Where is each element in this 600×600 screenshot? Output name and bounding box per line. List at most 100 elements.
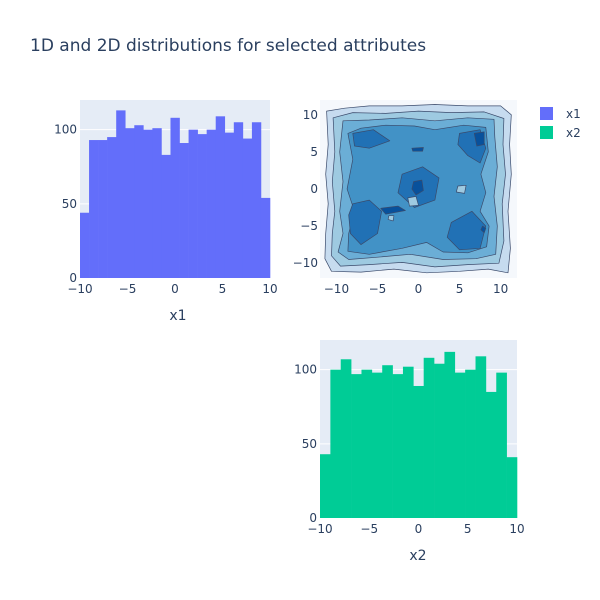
density-contour-x-ticks: −10 −5 0 5 10 (324, 282, 508, 296)
density-contour-region (446, 210, 487, 251)
histogram-x1-bar (170, 117, 180, 278)
histogram-x2-bar (330, 369, 342, 518)
density-contour-region (411, 147, 424, 152)
histogram-x2-bar (340, 359, 352, 518)
histogram-x2-bars (320, 351, 518, 518)
histogram-x2-bar (454, 372, 466, 518)
histogram-x2-bar (382, 365, 393, 518)
histogram-x1-bar (233, 122, 244, 278)
histogram-x1-bar (152, 128, 162, 278)
density-contour-x-tick-label: 10 (493, 282, 508, 296)
histogram-x2-bar (361, 369, 373, 518)
histogram-x2-bar (475, 356, 487, 518)
histogram-x1-x-tick-label: 10 (262, 282, 277, 296)
histogram-x1-panel: −10 −5 0 5 10 0 50 100 x1 (54, 100, 278, 324)
density-contour-y-ticks: −10 −5 0 5 10 (293, 108, 318, 270)
legend-label-x1: x1 (566, 107, 581, 121)
histogram-x1-x-tick-label: −10 (67, 282, 92, 296)
histogram-x2-x-tick-label: −10 (307, 522, 332, 536)
histogram-x1-bar (134, 125, 144, 278)
histogram-x1-x-tick-label: −5 (119, 282, 137, 296)
histogram-x2-x-tick-label: −5 (360, 522, 378, 536)
histogram-x1-bar (206, 129, 217, 278)
histogram-x1-bar (116, 110, 126, 278)
histogram-x2-bar (444, 351, 456, 518)
density-contour-region (352, 129, 391, 149)
density-contour-y-tick-label: −10 (293, 256, 318, 270)
density-contour-region (380, 205, 406, 215)
histogram-x1-bar (251, 122, 262, 278)
density-contour-levels (324, 104, 512, 274)
histogram-x1-bar (80, 212, 90, 278)
histogram-x1-bars (80, 110, 271, 278)
histogram-x1-y-tick-label: 50 (62, 197, 77, 211)
histogram-x1-bar (179, 143, 189, 278)
density-contour-x-tick-label: 0 (415, 282, 423, 296)
histogram-x2-bar (465, 369, 476, 518)
histogram-x1-y-ticks: 0 50 100 (54, 123, 77, 285)
density-contour-region (407, 196, 419, 207)
histogram-x2-panel: −10 −5 0 5 10 0 50 100 x2 (294, 340, 525, 564)
histogram-x1-x-tick-label: 5 (219, 282, 227, 296)
histogram-x1-bar (98, 140, 108, 278)
density-contour-region (387, 215, 395, 222)
density-contour-region (348, 199, 382, 245)
density-contour-panel: −10 −5 0 5 10 −10 −5 0 5 10 (293, 100, 517, 296)
legend-swatch-x1 (540, 107, 553, 120)
histogram-x2-bar (392, 374, 404, 518)
histogram-x2-bar (413, 385, 424, 518)
legend-swatch-x2 (540, 126, 553, 139)
histogram-x1-bar (224, 132, 235, 278)
histogram-x1-bar (107, 137, 117, 278)
histogram-x2-bar (434, 363, 445, 518)
histogram-x1-bar (242, 138, 253, 278)
histogram-x2-bar (485, 391, 497, 518)
histogram-x1-bar (188, 129, 198, 278)
density-contour-x-tick-label: 5 (456, 282, 464, 296)
histogram-x1-y-tick-label: 0 (69, 271, 77, 285)
chart-title: 1D and 2D distributions for selected att… (30, 36, 426, 56)
density-contour-x-tick-label: −5 (369, 282, 387, 296)
histogram-x1-bar (161, 154, 171, 278)
histogram-x2-bar (351, 374, 362, 518)
legend: x1 x2 (540, 107, 581, 140)
density-contour-y-tick-label: 10 (303, 108, 318, 122)
legend-item-x2[interactable]: x2 (540, 126, 581, 140)
histogram-x1-bar (197, 134, 207, 278)
density-contour-y-tick-label: 5 (310, 145, 318, 159)
density-contour-x-tick-label: −10 (324, 282, 349, 296)
histogram-x1-y-tick-label: 100 (54, 123, 77, 137)
histogram-x2-y-ticks: 0 50 100 (294, 363, 317, 525)
histogram-x2-y-tick-label: 0 (309, 511, 317, 525)
histogram-x2-bar (506, 457, 518, 518)
histogram-x2-bar (320, 454, 331, 518)
density-contour-y-tick-label: 0 (310, 182, 318, 196)
histogram-x2-x-tick-label: 0 (415, 522, 423, 536)
histogram-x2-y-tick-label: 100 (294, 363, 317, 377)
histogram-x1-bar (215, 116, 226, 278)
density-contour-region (473, 131, 485, 147)
histogram-x2-x-ticks: −10 −5 0 5 10 (307, 522, 524, 536)
histogram-x1-x-ticks: −10 −5 0 5 10 (67, 282, 277, 296)
histogram-x2-x-tick-label: 5 (464, 522, 472, 536)
histogram-x2-x-tick-label: 10 (509, 522, 524, 536)
histogram-x2-y-tick-label: 50 (302, 437, 317, 451)
density-contour-region (411, 179, 424, 196)
density-contour-region (455, 184, 467, 194)
histogram-x2-bar (496, 372, 507, 518)
histogram-x2-x-axis-title: x2 (409, 548, 426, 564)
histogram-x1-bar (89, 140, 99, 278)
density-contour-y-tick-label: −5 (300, 219, 318, 233)
histogram-x1-bar (143, 129, 153, 278)
histogram-x1-x-tick-label: 0 (171, 282, 179, 296)
histogram-x1-bar (125, 128, 135, 278)
legend-label-x2: x2 (566, 126, 581, 140)
histogram-x1-x-axis-title: x1 (169, 308, 186, 324)
histogram-x1-bar (260, 197, 271, 278)
legend-item-x1[interactable]: x1 (540, 107, 581, 121)
histogram-x2-bar (402, 366, 414, 518)
density-contour-region (480, 225, 487, 234)
histogram-x2-bar (423, 357, 435, 518)
histogram-x2-bar (371, 372, 383, 518)
